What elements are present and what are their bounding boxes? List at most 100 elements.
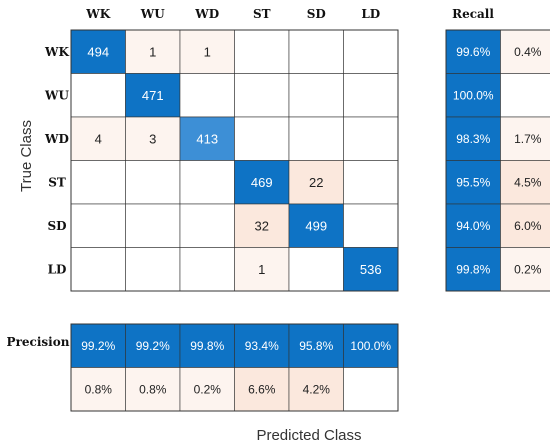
recall-frame: [445, 29, 550, 292]
matrix-cell: [125, 160, 181, 205]
precision-incorrect-value: 0.8%: [139, 382, 167, 396]
matrix-frame: [70, 29, 399, 292]
precision-correct-cell: [343, 323, 399, 368]
recall-correct-value: 94.0%: [456, 219, 490, 233]
row-header-wu: WU: [44, 88, 69, 102]
matrix-cell: [343, 29, 399, 74]
matrix-cell-value: 4: [95, 131, 102, 146]
recall-incorrect-cell: [500, 247, 550, 292]
matrix-cell: [288, 73, 344, 118]
recall-incorrect-cell: [500, 116, 550, 161]
matrix-cell-value: 471: [142, 88, 164, 103]
matrix-cell: [343, 160, 399, 205]
precision-correct-value: 99.2%: [81, 339, 115, 353]
recall-incorrect-cell: [500, 203, 550, 248]
matrix-cell: [70, 73, 126, 118]
recall-correct-value: 98.3%: [456, 132, 490, 146]
row-header-ld: LD: [48, 262, 67, 276]
matrix-cell: [179, 73, 235, 118]
precision-correct-value: 100.0%: [350, 339, 391, 353]
matrix-cell-value: 22: [309, 175, 323, 190]
recall-incorrect-value: 0.2%: [514, 262, 542, 276]
recall-correct-value: 99.8%: [456, 262, 490, 276]
recall-title: Recall: [452, 7, 494, 21]
matrix-cell: [70, 203, 126, 248]
matrix-cell-value: 32: [255, 218, 269, 233]
row-header-wk: WK: [44, 45, 69, 59]
matrix-cell-value: 494: [87, 44, 109, 59]
matrix-cell: [234, 203, 290, 248]
recall-incorrect-cell: [500, 160, 550, 205]
recall-incorrect-value: 6.0%: [514, 219, 542, 233]
precision-correct-value: 95.8%: [299, 339, 333, 353]
matrix-cell-value: 413: [196, 131, 218, 146]
recall-incorrect-cell: [500, 73, 550, 118]
precision-incorrect-cell: [343, 367, 399, 412]
row-header-st: ST: [48, 175, 66, 189]
precision-title: Precision: [7, 335, 70, 349]
matrix-cell: [179, 160, 235, 205]
matrix-cell: [288, 116, 344, 161]
recall-incorrect-value: 1.7%: [514, 132, 542, 146]
matrix-cell: [234, 73, 290, 118]
row-header-wd: WD: [44, 132, 69, 146]
column-header-st: ST: [253, 7, 271, 21]
matrix-cell: [179, 203, 235, 248]
column-header-wd: WD: [194, 7, 219, 21]
precision-correct-cell: [179, 323, 235, 368]
recall-correct-value: 100.0%: [453, 88, 494, 102]
row-header-sd: SD: [47, 219, 66, 233]
y-axis-label: True Class: [18, 120, 35, 192]
matrix-cell-value: 499: [305, 218, 327, 233]
matrix-cell: [70, 247, 126, 292]
recall-correct-cell: [445, 160, 501, 205]
precision-correct-cell: [234, 323, 290, 368]
matrix-cell: [234, 116, 290, 161]
x-axis-label: Predicted Class: [256, 427, 361, 444]
precision-correct-value: 93.4%: [245, 339, 279, 353]
matrix-cell: [288, 247, 344, 292]
matrix-cell: [70, 29, 126, 74]
matrix-cell: [125, 29, 181, 74]
matrix-cell: [125, 203, 181, 248]
matrix-cell-value: 3: [149, 131, 156, 146]
precision-incorrect-value: 4.2%: [303, 382, 331, 396]
matrix-cell: [343, 203, 399, 248]
matrix-cell: [70, 116, 126, 161]
recall-correct-cell: [445, 29, 501, 74]
recall-correct-cell: [445, 203, 501, 248]
precision-incorrect-cell: [125, 367, 181, 412]
matrix-cell: [234, 160, 290, 205]
precision-incorrect-value: 0.2%: [194, 382, 222, 396]
column-header-sd: SD: [307, 7, 326, 21]
precision-frame: [70, 323, 399, 412]
matrix-cell-value: 469: [251, 175, 273, 190]
matrix-cell: [343, 116, 399, 161]
matrix-cell: [343, 73, 399, 118]
precision-correct-cell: [125, 323, 181, 368]
matrix-cell: [125, 247, 181, 292]
recall-incorrect-value: 4.5%: [514, 175, 542, 189]
matrix-cell-value: 1: [149, 44, 156, 59]
column-header-ld: LD: [361, 7, 380, 21]
matrix-cell: [343, 247, 399, 292]
precision-correct-cell: [70, 323, 126, 368]
matrix-cell: [288, 29, 344, 74]
column-header-wu: WU: [140, 7, 165, 21]
matrix-cell-value: 1: [258, 262, 265, 277]
matrix-cell-value: 536: [360, 262, 382, 277]
precision-incorrect-value: 0.8%: [85, 382, 113, 396]
matrix-cell: [125, 116, 181, 161]
matrix-cell: [125, 73, 181, 118]
recall-incorrect-cell: [500, 29, 550, 74]
matrix-cell: [70, 160, 126, 205]
recall-incorrect-value: 0.4%: [514, 45, 542, 59]
matrix-cell: [179, 247, 235, 292]
recall-correct-cell: [445, 247, 501, 292]
precision-correct-value: 99.8%: [190, 339, 224, 353]
matrix-cell-value: 1: [204, 44, 211, 59]
precision-incorrect-value: 6.6%: [248, 382, 276, 396]
recall-correct-value: 95.5%: [456, 175, 490, 189]
precision-correct-value: 99.2%: [136, 339, 170, 353]
